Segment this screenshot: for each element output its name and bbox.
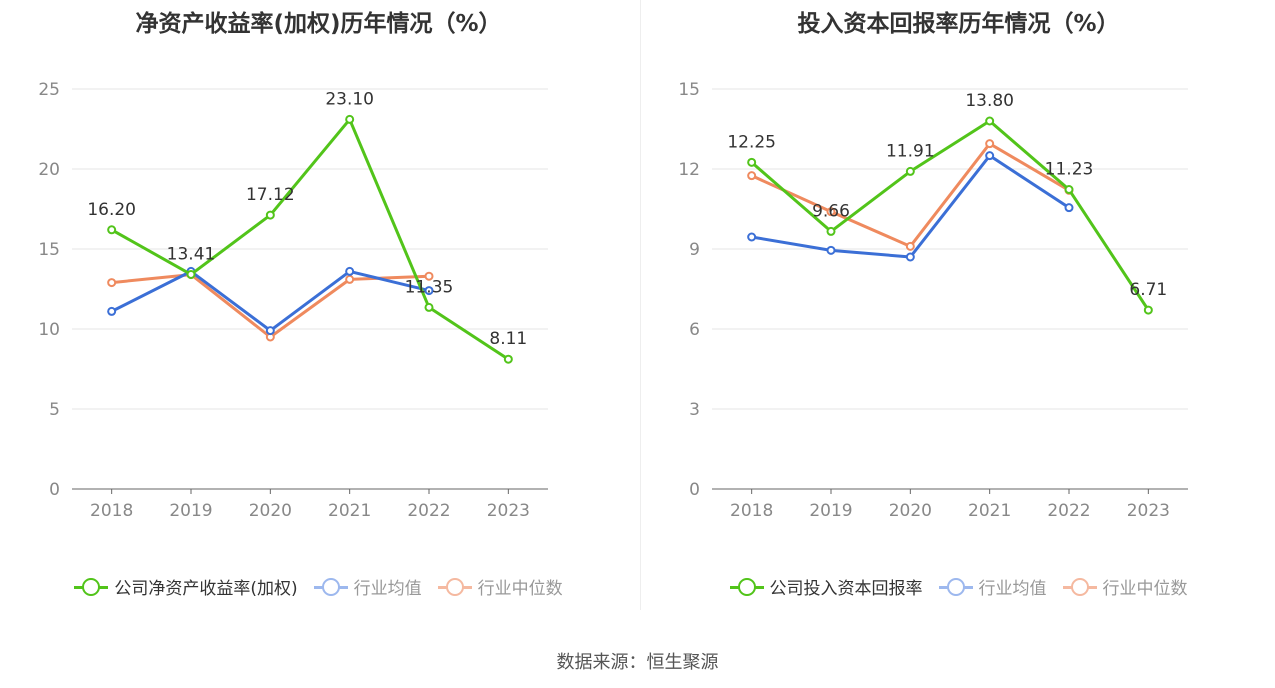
legend-marker-icon bbox=[313, 577, 348, 596]
y-tick-label: 0 bbox=[689, 480, 700, 500]
data-label: 11.91 bbox=[886, 141, 935, 161]
x-tick-label: 2019 bbox=[809, 501, 852, 521]
data-point bbox=[265, 210, 275, 220]
x-tick-label: 2021 bbox=[968, 501, 1011, 521]
data-point bbox=[747, 232, 757, 242]
roe-chart-plot: 0 5 10 15 20 25 2018 2019 2020 2021 2022 2023 16.20 1… bbox=[38, 80, 548, 521]
x-tick-label: 2018 bbox=[90, 501, 133, 521]
data-point bbox=[985, 116, 995, 126]
legend-label: 行业均值 bbox=[978, 579, 1047, 599]
data-point bbox=[265, 326, 275, 336]
legend-marker-icon bbox=[437, 577, 472, 596]
y-tick-label: 25 bbox=[38, 80, 60, 100]
legend-marker-icon bbox=[938, 577, 973, 596]
data-point bbox=[826, 226, 836, 236]
data-point bbox=[107, 225, 117, 235]
roe-chart-panel: 净资产收益率(加权)历年情况（%） 0 5 10 15 20 25 2018 2019 2020… bbox=[0, 0, 637, 610]
data-point bbox=[345, 266, 355, 276]
series-line bbox=[110, 117, 510, 361]
roe-chart-title: 净资产收益率(加权)历年情况（%） bbox=[135, 11, 502, 37]
data-point bbox=[186, 269, 196, 279]
data-point bbox=[905, 252, 915, 262]
legend-marker-icon bbox=[1062, 577, 1097, 596]
y-tick-label: 12 bbox=[678, 160, 700, 180]
x-tick-label: 2023 bbox=[1127, 501, 1170, 521]
legend-item-industry-median[interactable]: 行业中位数 bbox=[437, 574, 563, 599]
series-line bbox=[750, 119, 1150, 311]
data-point bbox=[905, 241, 915, 251]
x-tick-label: 2018 bbox=[730, 501, 773, 521]
y-tick-label: 10 bbox=[38, 320, 60, 340]
y-tick-label: 0 bbox=[49, 480, 60, 500]
data-label: 11.35 bbox=[405, 277, 454, 297]
legend-item-industry-median[interactable]: 行业中位数 bbox=[1062, 574, 1188, 599]
x-tick-label: 2022 bbox=[407, 501, 450, 521]
x-tick-label: 2023 bbox=[487, 501, 530, 521]
x-tick-label: 2020 bbox=[249, 501, 292, 521]
data-label: 13.80 bbox=[965, 91, 1014, 111]
data-point bbox=[424, 271, 434, 281]
roe-chart-legend: 公司净资产收益率(加权) 行业均值 行业中位数 bbox=[0, 574, 637, 599]
roic-chart-plot: 0 3 6 9 12 15 2018 2019 2020 2021 2022 2023 12.25 9.6… bbox=[678, 80, 1188, 521]
roic-chart-panel: 投入资本回报率历年情况（%） 0 3 6 9 12 15 2018 2019 2020 2021 2… bbox=[640, 0, 1275, 610]
x-tick-label: 2021 bbox=[328, 501, 371, 521]
data-label: 9.66 bbox=[812, 201, 850, 221]
roic-chart-legend: 公司投入资本回报率 行业均值 行业中位数 bbox=[640, 574, 1275, 599]
y-tick-label: 5 bbox=[49, 400, 60, 420]
legend-marker-icon bbox=[74, 577, 109, 596]
data-point bbox=[747, 171, 757, 181]
data-point bbox=[345, 274, 355, 284]
data-label: 23.10 bbox=[325, 89, 374, 109]
data-point bbox=[345, 114, 355, 124]
legend-label: 行业均值 bbox=[353, 579, 422, 599]
data-point bbox=[503, 354, 513, 364]
data-point bbox=[826, 245, 836, 255]
legend-label: 行业中位数 bbox=[1102, 579, 1188, 599]
data-label: 6.71 bbox=[1129, 280, 1167, 300]
data-label: 16.20 bbox=[87, 200, 136, 220]
data-point bbox=[1064, 203, 1074, 213]
series-line bbox=[110, 269, 430, 333]
roic-chart-title: 投入资本回报率历年情况（%） bbox=[797, 11, 1120, 37]
legend-item-company-roic[interactable]: 公司投入资本回报率 bbox=[729, 574, 923, 599]
data-label: 12.25 bbox=[727, 132, 776, 152]
data-source-note: 数据来源：恒生聚源 bbox=[556, 652, 719, 673]
data-point bbox=[747, 157, 757, 167]
y-tick-label: 15 bbox=[678, 80, 700, 100]
data-point bbox=[985, 139, 995, 149]
data-point bbox=[107, 278, 117, 288]
x-tick-label: 2019 bbox=[169, 501, 212, 521]
y-tick-label: 3 bbox=[689, 400, 700, 420]
data-point bbox=[107, 306, 117, 316]
data-point bbox=[985, 151, 995, 161]
y-tick-label: 9 bbox=[689, 240, 700, 260]
legend-label: 公司投入资本回报率 bbox=[769, 579, 923, 599]
legend-item-industry-mean[interactable]: 行业均值 bbox=[938, 574, 1047, 599]
data-label: 11.23 bbox=[1045, 160, 1094, 180]
legend-item-company-roe[interactable]: 公司净资产收益率(加权) bbox=[74, 574, 298, 599]
data-label: 8.11 bbox=[489, 329, 527, 349]
legend-label: 公司净资产收益率(加权) bbox=[114, 579, 298, 599]
data-label: 17.12 bbox=[246, 185, 295, 205]
data-point bbox=[424, 302, 434, 312]
data-point bbox=[1064, 185, 1074, 195]
data-label: 13.41 bbox=[167, 244, 216, 264]
data-point bbox=[905, 166, 915, 176]
data-point bbox=[424, 286, 434, 296]
legend-item-industry-mean[interactable]: 行业均值 bbox=[313, 574, 422, 599]
legend-marker-icon bbox=[729, 577, 764, 596]
x-tick-label: 2020 bbox=[889, 501, 932, 521]
panel-divider bbox=[640, 0, 641, 610]
data-point bbox=[1143, 305, 1153, 315]
legend-label: 行业中位数 bbox=[477, 579, 563, 599]
y-tick-label: 6 bbox=[689, 320, 700, 340]
y-tick-label: 15 bbox=[38, 240, 60, 260]
x-tick-label: 2022 bbox=[1047, 501, 1090, 521]
y-tick-label: 20 bbox=[38, 160, 60, 180]
data-point bbox=[826, 207, 836, 217]
